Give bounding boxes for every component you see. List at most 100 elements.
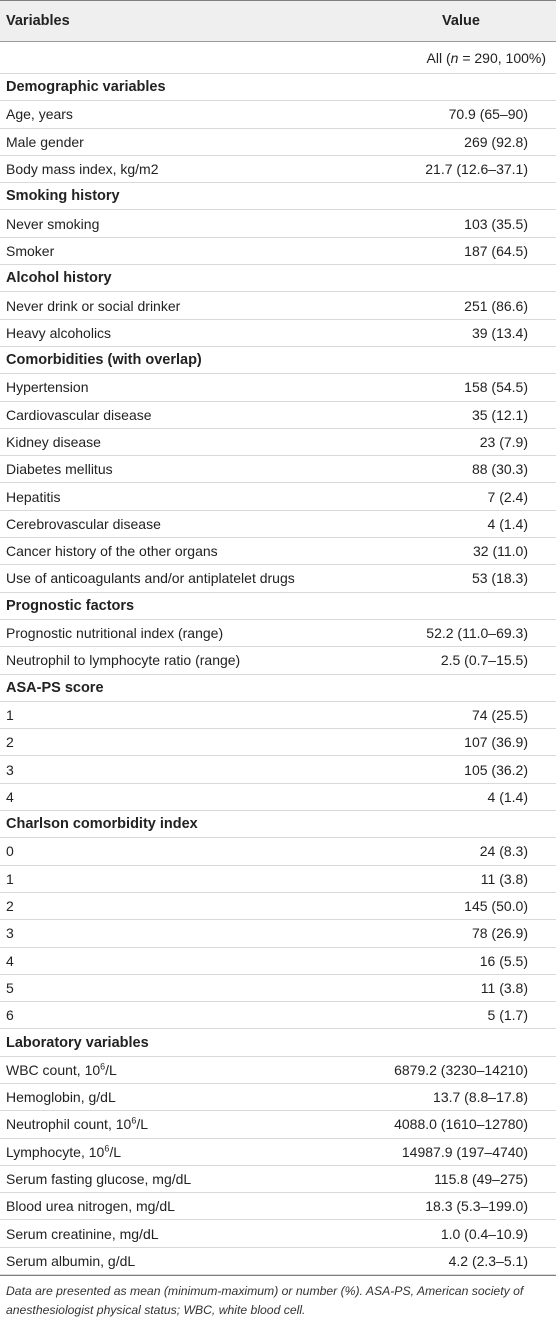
row-value: 11 (3.8): [480, 979, 528, 996]
row-value: 105 (36.2): [464, 761, 528, 778]
section-heading: Alcohol history: [6, 270, 112, 287]
top-rule: [0, 0, 556, 1]
row-value: 74 (25.5): [471, 706, 528, 723]
row-value: 6879.2 (3230–14210): [394, 1061, 528, 1078]
table-row: 3 78 (26.9): [0, 920, 556, 948]
table-row: 2 145 (50.0): [0, 893, 556, 921]
row-label: 3: [6, 761, 14, 778]
section-heading: ASA-PS score: [6, 679, 104, 696]
row-value: 115.8 (49–275): [434, 1171, 528, 1188]
row-label: 3: [6, 925, 14, 942]
row-value: 70.9 (65–90): [448, 106, 528, 123]
table-row: Hypertension 158 (54.5): [0, 374, 556, 402]
table-row: Serum albumin, g/dL 4.2 (2.3–5.1): [0, 1248, 556, 1276]
section-heading-row: Alcohol history: [0, 265, 556, 293]
row-value: 103 (35.5): [464, 215, 528, 232]
table-row: 4 16 (5.5): [0, 948, 556, 975]
section-heading: Laboratory variables: [6, 1034, 149, 1051]
table-row: Body mass index, kg/m2 21.7 (12.6–37.1): [0, 156, 556, 184]
row-label: 4: [6, 788, 14, 805]
section-heading-row: Comorbidities (with overlap): [0, 347, 556, 375]
row-label: Never drink or social drinker: [6, 297, 181, 314]
table-row: WBC count, 106/L 6879.2 (3230–14210): [0, 1057, 556, 1084]
row-value: 7 (2.4): [487, 488, 528, 505]
header-variables: Variables: [6, 13, 70, 29]
section-heading: Comorbidities (with overlap): [6, 352, 202, 369]
table-row: Hepatitis 7 (2.4): [0, 483, 556, 511]
table-row: 1 11 (3.8): [0, 866, 556, 893]
row-value: 13.7 (8.8–17.8): [433, 1089, 528, 1106]
row-label: Use of anticoagulants and/or antiplatele…: [6, 570, 295, 587]
section-heading-row: Charlson comorbidity index: [0, 811, 556, 839]
row-value: 2.5 (0.7–15.5): [440, 652, 528, 669]
row-value: 269 (92.8): [464, 133, 528, 150]
table-row: Neutrophil to lymphocyte ratio (range) 2.…: [0, 647, 556, 675]
section-heading-row: Prognostic factors: [0, 593, 556, 620]
row-label: 1: [6, 870, 14, 887]
row-value: 78 (26.9): [471, 925, 528, 942]
table-row: 4 4 (1.4): [0, 784, 556, 812]
row-value: 18.3 (5.3–199.0): [425, 1198, 528, 1215]
table-row: Use of anticoagulants and/or antiplatele…: [0, 565, 556, 593]
row-value: 23 (7.9): [479, 434, 528, 450]
row-value: 145 (50.0): [464, 898, 528, 915]
row-label: Diabetes mellitus: [6, 461, 113, 478]
row-value: 16 (5.5): [479, 952, 528, 969]
row-value: 39 (13.4): [471, 324, 528, 341]
row-label: 6: [6, 1007, 14, 1024]
row-value: 1.0 (0.4–10.9): [440, 1225, 528, 1242]
bottom-rule: [0, 1275, 556, 1277]
row-label: Serum albumin, g/dL: [6, 1252, 136, 1269]
row-label: Prognostic nutritional index (range): [6, 625, 224, 642]
row-label: Neutrophil count, 106/L: [6, 1115, 149, 1133]
row-value: 35 (12.1): [471, 406, 528, 423]
table-row-all: All (n = 290, 100%): [0, 42, 556, 74]
row-value: 5 (1.7): [487, 1007, 528, 1024]
row-label: Male gender: [6, 133, 84, 150]
table-row: Never smoking 103 (35.5): [0, 210, 556, 238]
row-label: Neutrophil to lymphocyte ratio (range): [6, 652, 241, 669]
row-value: 21.7 (12.6–37.1): [425, 161, 528, 178]
row-value: 4.2 (2.3–5.1): [448, 1252, 528, 1269]
table-body: Demographic variables Age, years 70.9 (65–…: [0, 74, 556, 1277]
table-row: Age, years 70.9 (65–90): [0, 101, 556, 129]
row-value: 187 (64.5): [464, 242, 528, 259]
section-heading-row: ASA-PS score: [0, 675, 556, 702]
section-heading: Charlson comorbidity index: [6, 816, 198, 833]
row-value: 24 (8.3): [479, 843, 528, 860]
row-value: 88 (30.3): [471, 461, 528, 478]
table-row: Smoker 187 (64.5): [0, 238, 556, 266]
row-value: 4 (1.4): [487, 788, 528, 805]
row-value: 52.2 (11.0–69.3): [426, 625, 528, 642]
row-label: Body mass index, kg/m2: [6, 161, 159, 178]
row-label: Serum creatinine, mg/dL: [6, 1225, 159, 1242]
table-row: Lymphocyte, 106/L 14987.9 (197–4740): [0, 1139, 556, 1166]
table-row: Blood urea nitrogen, mg/dL 18.3 (5.3–199.…: [0, 1193, 556, 1221]
row-value: 11 (3.8): [480, 870, 528, 887]
row-label: 2: [6, 734, 14, 751]
row-value: 4088.0 (1610–12780): [394, 1116, 528, 1133]
row-value: 107 (36.9): [464, 734, 528, 751]
section-heading-row: Demographic variables: [0, 74, 556, 102]
section-heading: Smoking history: [6, 188, 120, 205]
row-label: 0: [6, 843, 14, 860]
section-heading-row: Laboratory variables: [0, 1029, 556, 1057]
row-label: WBC count, 106/L: [6, 1061, 117, 1078]
row-value: 14987.9 (197–4740): [401, 1143, 528, 1160]
table-row: Never drink or social drinker 251 (86.6): [0, 292, 556, 320]
table-row: Cardiovascular disease 35 (12.1): [0, 402, 556, 429]
table-row: 5 11 (3.8): [0, 975, 556, 1003]
table-row: 0 24 (8.3): [0, 838, 556, 866]
table-row: 2 107 (36.9): [0, 729, 556, 757]
row-value: 53 (18.3): [471, 570, 528, 587]
table-row: Neutrophil count, 106/L 4088.0 (1610–1278…: [0, 1111, 556, 1139]
row-label: Cerebrovascular disease: [6, 515, 161, 532]
row-label: Cancer history of the other organs: [6, 543, 218, 560]
table-row: Heavy alcoholics 39 (13.4): [0, 320, 556, 347]
row-label: 4: [6, 952, 14, 969]
all-count: All (n = 290, 100%): [426, 49, 546, 66]
row-label: Hypertension: [6, 379, 89, 396]
row-label: Blood urea nitrogen, mg/dL: [6, 1198, 175, 1215]
row-label: Heavy alcoholics: [6, 324, 112, 341]
table-row: Diabetes mellitus 88 (30.3): [0, 456, 556, 484]
